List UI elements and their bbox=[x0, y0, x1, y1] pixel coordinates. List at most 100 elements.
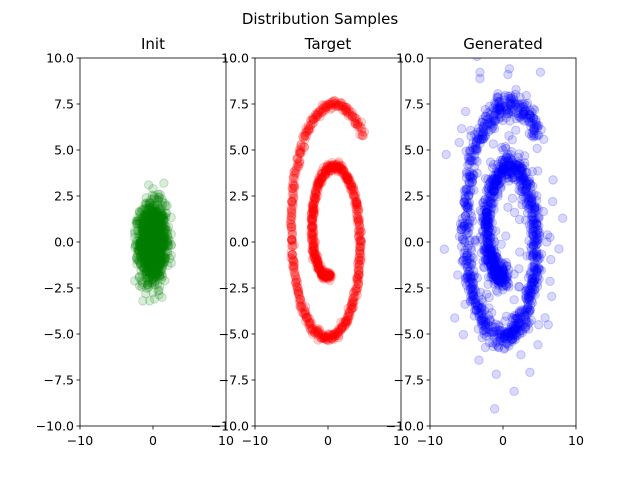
scatter-point bbox=[287, 196, 298, 206]
scatter-point bbox=[531, 131, 541, 141]
scatter-point bbox=[151, 271, 161, 282]
scatter-point bbox=[522, 316, 532, 327]
scatter-point bbox=[155, 247, 165, 258]
scatter-point bbox=[148, 227, 158, 237]
scatter-point bbox=[337, 167, 347, 177]
scatter-point bbox=[144, 233, 155, 244]
scatter-point bbox=[506, 160, 517, 170]
scatter-point bbox=[479, 118, 490, 129]
scatter-point bbox=[514, 168, 524, 179]
scatter-point bbox=[482, 243, 492, 254]
scatter-point bbox=[473, 133, 483, 144]
scatter-point bbox=[155, 248, 165, 259]
scatter-point bbox=[489, 204, 499, 214]
scatter-point bbox=[150, 247, 160, 258]
scatter-point bbox=[148, 248, 159, 259]
scatter-point bbox=[149, 277, 160, 288]
scatter-point bbox=[142, 204, 152, 214]
scatter-point bbox=[460, 106, 471, 117]
scatter-point bbox=[150, 232, 161, 243]
scatter-point bbox=[306, 213, 317, 223]
scatter-point bbox=[297, 301, 307, 311]
scatter-point bbox=[310, 194, 321, 205]
scatter-point bbox=[137, 224, 148, 234]
scatter-point bbox=[308, 203, 319, 214]
scatter-point bbox=[462, 250, 472, 260]
scatter-point bbox=[151, 250, 162, 260]
scatter-point bbox=[148, 227, 158, 238]
scatter-point bbox=[291, 165, 301, 175]
scatter-point bbox=[149, 252, 160, 262]
scatter-point bbox=[137, 204, 147, 215]
scatter-point bbox=[292, 282, 302, 293]
scatter-point bbox=[152, 219, 162, 230]
scatter-point bbox=[148, 212, 158, 222]
scatter-point bbox=[145, 259, 156, 269]
scatter-point bbox=[324, 99, 334, 110]
scatter-point bbox=[517, 175, 527, 185]
scatter-point bbox=[318, 274, 329, 284]
scatter-point bbox=[145, 238, 156, 249]
scatter-point bbox=[142, 218, 152, 229]
scatter-point bbox=[141, 239, 151, 249]
scatter-point bbox=[335, 324, 345, 335]
scatter-point bbox=[139, 258, 149, 268]
scatter-point bbox=[154, 192, 164, 202]
scatter-point bbox=[134, 215, 144, 225]
scatter-point bbox=[463, 160, 473, 170]
scatter-point bbox=[510, 334, 520, 345]
scatter-point bbox=[507, 134, 517, 145]
scatter-point bbox=[503, 202, 513, 212]
scatter-point bbox=[145, 257, 156, 268]
scatter-point bbox=[149, 252, 159, 262]
scatter-point bbox=[144, 272, 154, 283]
scatter-point bbox=[151, 234, 161, 244]
scatter-point bbox=[138, 279, 148, 290]
scatter-point bbox=[488, 338, 498, 348]
scatter-point bbox=[327, 161, 338, 171]
scatter-point bbox=[352, 283, 363, 293]
scatter-point bbox=[136, 251, 146, 261]
scatter-point bbox=[313, 182, 324, 192]
scatter-point bbox=[476, 134, 486, 145]
scatter-point bbox=[145, 210, 155, 220]
scatter-point bbox=[145, 255, 155, 266]
scatter-point bbox=[147, 238, 157, 249]
scatter-point bbox=[140, 203, 150, 214]
scatter-point bbox=[153, 261, 164, 271]
scatter-point bbox=[338, 317, 349, 327]
scatter-point bbox=[151, 234, 161, 244]
scatter-point bbox=[153, 233, 163, 244]
scatter-point bbox=[148, 236, 159, 247]
scatter-point bbox=[146, 213, 156, 223]
scatter-point bbox=[154, 255, 165, 266]
scatter-point bbox=[138, 235, 148, 246]
scatter-point bbox=[309, 228, 319, 238]
scatter-point bbox=[141, 236, 152, 246]
scatter-point bbox=[532, 281, 543, 292]
scatter-point bbox=[290, 277, 301, 288]
scatter-point bbox=[308, 323, 318, 334]
scatter-point bbox=[132, 216, 142, 226]
scatter-point bbox=[529, 129, 539, 139]
scatter-point bbox=[157, 252, 167, 262]
scatter-point bbox=[314, 265, 325, 276]
scatter-point bbox=[152, 266, 162, 277]
scatter-point bbox=[322, 162, 332, 172]
scatter-point bbox=[321, 102, 332, 113]
scatter-point bbox=[321, 332, 331, 342]
scatter-point bbox=[481, 208, 492, 218]
scatter-point bbox=[151, 264, 161, 274]
scatter-point bbox=[147, 220, 158, 230]
scatter-point bbox=[287, 178, 298, 188]
scatter-point bbox=[352, 286, 362, 297]
scatter-point bbox=[153, 243, 164, 253]
scatter-point bbox=[159, 235, 169, 245]
scatter-point bbox=[491, 266, 501, 277]
scatter-point bbox=[337, 322, 348, 333]
scatter-point bbox=[289, 262, 299, 272]
scatter-point bbox=[149, 260, 159, 270]
scatter-point bbox=[485, 260, 496, 270]
scatter-point bbox=[155, 214, 165, 225]
scatter-point bbox=[150, 228, 160, 239]
